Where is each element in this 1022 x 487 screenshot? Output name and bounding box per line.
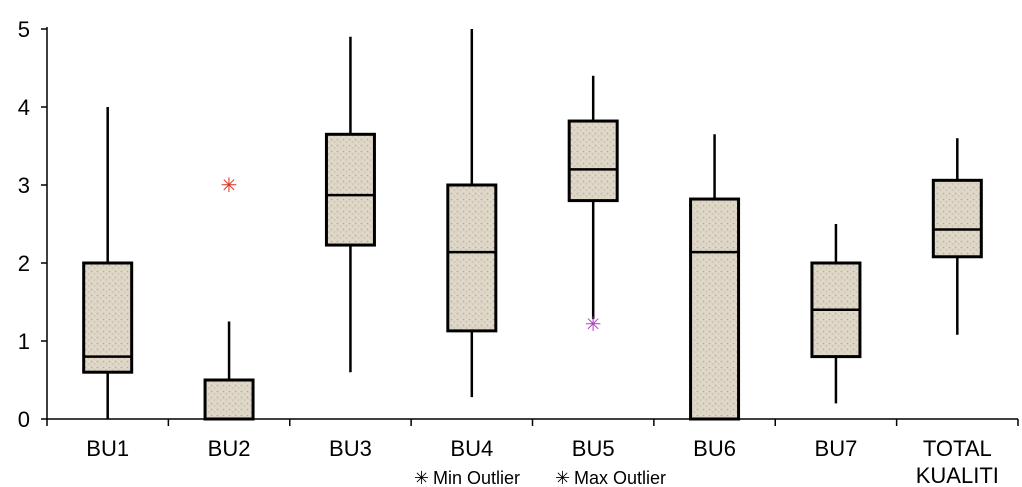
y-tick-label: 5 [18, 17, 30, 42]
box-bu5: ✳ [567, 75, 619, 336]
iqr-box [203, 378, 255, 421]
box-bu1 [82, 107, 134, 419]
box-bu3 [324, 36, 376, 373]
y-tick-label: 4 [18, 95, 30, 120]
x-category-label: BU6 [693, 436, 736, 461]
x-category-label: BU3 [329, 436, 372, 461]
y-tick-label: 2 [18, 251, 30, 276]
x-category-label: BU4 [450, 436, 493, 461]
box-bu7 [810, 224, 862, 404]
x-category-label: BU1 [86, 436, 129, 461]
min-outlier-marker: ✳ [585, 312, 602, 336]
max-outlier-legend-marker: ✳ [555, 468, 570, 487]
x-category-label: KUALITI [916, 463, 999, 487]
iqr-box [567, 119, 619, 203]
iqr-box [82, 261, 134, 374]
y-tick-label: 0 [18, 407, 30, 432]
x-category-label: TOTAL [923, 436, 992, 461]
iqr-box [689, 197, 741, 421]
iqr-box [324, 132, 376, 247]
min-outlier-legend-label: Min Outlier [433, 468, 520, 487]
min-outlier-legend-marker: ✳ [414, 468, 429, 487]
box-total-kualiti [931, 138, 983, 335]
box-bu2: ✳ [203, 173, 255, 421]
x-category-label: BU7 [815, 436, 858, 461]
y-tick-label: 1 [18, 329, 30, 354]
max-outlier-marker: ✳ [221, 173, 238, 197]
x-category-label: BU2 [208, 436, 251, 461]
box-bu4 [446, 29, 498, 398]
max-outlier-legend-label: Max Outlier [574, 468, 666, 487]
box-bu6 [689, 134, 741, 421]
boxes: ✳✳ [82, 29, 983, 421]
x-category-label: BU5 [572, 436, 615, 461]
iqr-box [446, 183, 498, 333]
legend: ✳ Min Outlier ✳ Max Outlier [414, 468, 666, 487]
y-tick-label: 3 [18, 173, 30, 198]
iqr-box [931, 178, 983, 259]
